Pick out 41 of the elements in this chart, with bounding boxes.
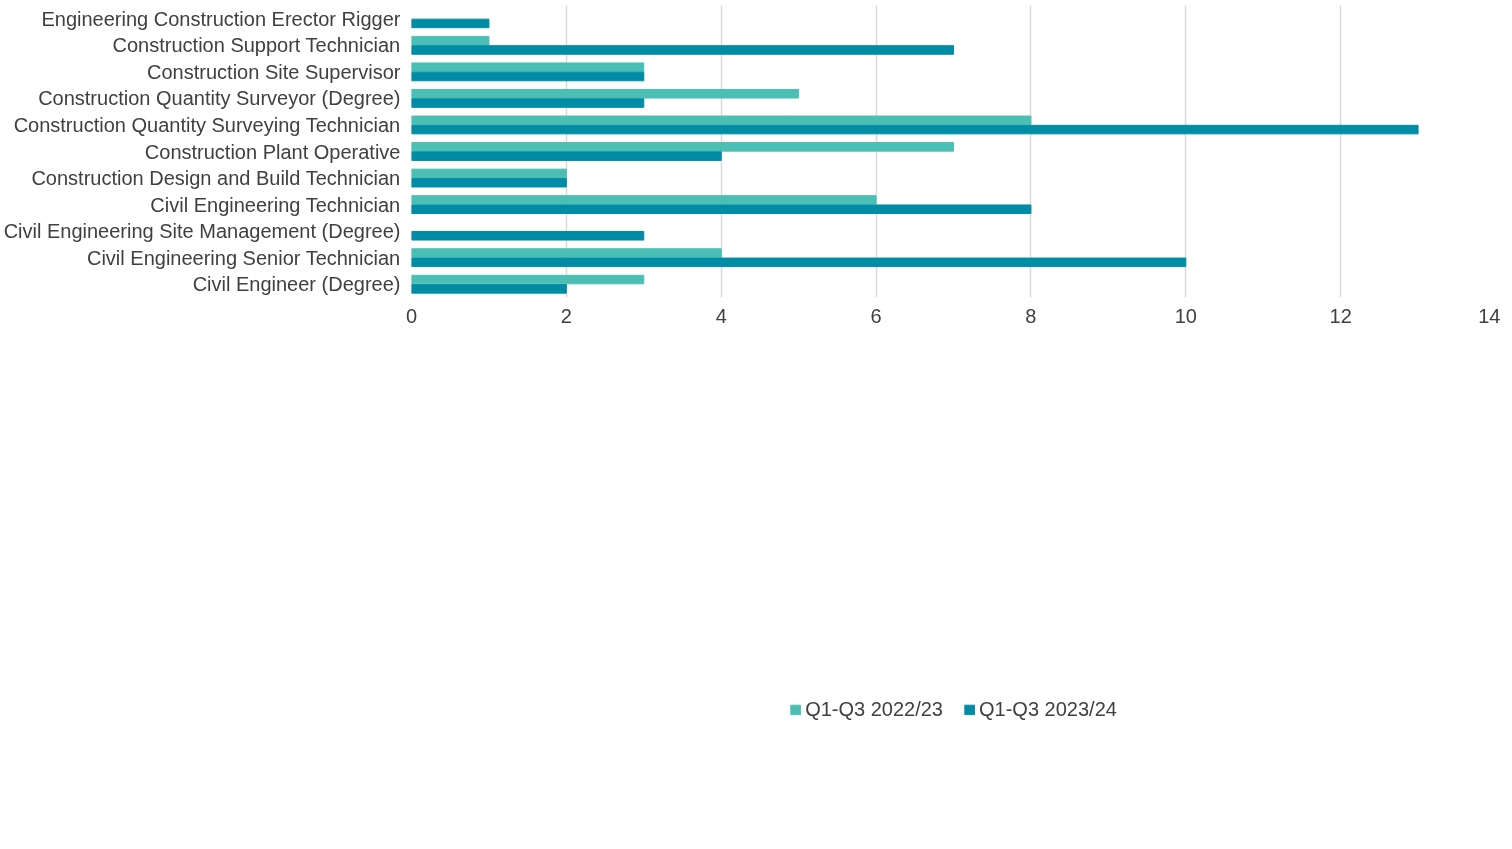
x-tick-label: 6 (870, 304, 882, 327)
bar (411, 168, 567, 179)
bar (411, 18, 490, 29)
bar (411, 124, 1419, 135)
y-tick-label: Construction Design and Build Technician (31, 167, 401, 190)
bar (411, 204, 1032, 215)
y-tick-label: Construction Support Technician (112, 34, 401, 57)
x-tick-label: 0 (405, 304, 418, 327)
bar (411, 195, 877, 205)
bar (411, 257, 1187, 268)
bar (411, 71, 645, 82)
bar (411, 115, 1032, 126)
y-tick-label: Civil Engineering Site Management (Degree) (3, 220, 401, 243)
y-tick-label: Civil Engineering Technician (150, 193, 401, 216)
bar (411, 88, 800, 99)
x-tick-label: 14 (1478, 304, 1501, 327)
bar (411, 62, 645, 72)
bar (411, 274, 645, 285)
x-tick-label: 12 (1329, 304, 1352, 327)
x-tick-label: 10 (1174, 304, 1197, 327)
bar (411, 151, 722, 161)
y-tick-label: Engineering Construction Erector Rigger (41, 7, 401, 30)
bar (411, 177, 567, 188)
x-tick-label: 8 (1025, 304, 1037, 327)
bar (411, 248, 722, 258)
legend-label: Q1-Q3 2022/23 (805, 697, 943, 721)
y-tick-label: Construction Quantity Surveying Technician (13, 113, 401, 136)
bar (411, 98, 645, 108)
bar (411, 231, 645, 241)
y-tick-label: Construction Quantity Surveyor (Degree) (38, 87, 401, 110)
x-tick-label: 4 (715, 304, 727, 327)
y-tick-label: Construction Plant Operative (144, 140, 401, 163)
bar (411, 35, 490, 46)
bar (411, 45, 954, 55)
bar (411, 142, 954, 152)
y-tick-label: Construction Site Supervisor (147, 60, 401, 83)
x-tick-label: 2 (560, 304, 572, 327)
bar (411, 284, 567, 294)
legend-label: Q1-Q3 2023/24 (979, 697, 1117, 721)
y-tick-label: Civil Engineering Senior Technician (86, 246, 401, 269)
y-tick-label: Civil Engineer (Degree) (192, 273, 401, 296)
